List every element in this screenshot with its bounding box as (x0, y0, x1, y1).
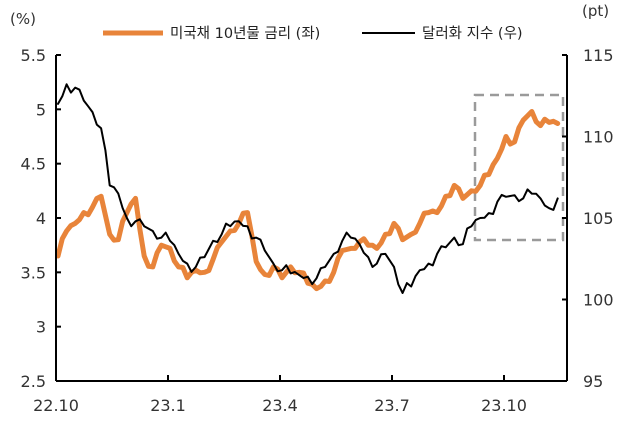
right-axis-ticks: 115 110 105 100 95 (562, 46, 614, 391)
x-tick-label: 23.4 (262, 396, 298, 415)
legend-label-us10y: 미국채 10년물 금리 (좌) (170, 25, 320, 42)
left-tick-label: 4.5 (21, 155, 46, 174)
x-tick-label: 23.7 (374, 396, 410, 415)
left-tick-label: 2.5 (21, 372, 46, 391)
right-tick-label: 115 (583, 46, 614, 65)
left-tick-label: 3.5 (21, 263, 46, 282)
dollar-index-line (57, 83, 559, 294)
legend: 미국채 10년물 금리 (좌) 달러화 지수 (우) (103, 25, 523, 42)
left-tick-label: 4 (36, 209, 46, 228)
x-tick-label: 23.1 (150, 396, 186, 415)
left-tick-label: 3 (36, 318, 46, 337)
left-axis-ticks: 5.5 5 4.5 4 3.5 3 2.5 (21, 46, 61, 391)
highlight-dashed-box (473, 93, 565, 242)
left-axis-unit: (%) (10, 10, 36, 28)
right-axis-unit: (pt) (582, 2, 609, 20)
x-tick-label: 22.10 (33, 396, 79, 415)
left-tick-label: 5.5 (21, 46, 46, 65)
series-layer (55, 83, 561, 294)
legend-label-dxy: 달러화 지수 (우) (422, 25, 523, 42)
axes: 5.5 5 4.5 4 3.5 3 2.5 115 110 105 100 95 22.10 23.1… (21, 46, 614, 415)
right-tick-label: 95 (583, 372, 603, 391)
right-tick-label: 100 (583, 291, 614, 310)
x-axis-ticks: 22.10 23.1 23.4 23.7 23.10 (33, 375, 527, 415)
x-tick-label: 23.10 (481, 396, 527, 415)
right-tick-label: 105 (583, 209, 614, 228)
left-tick-label: 5 (36, 100, 46, 119)
right-tick-label: 110 (583, 128, 614, 147)
us10y-yield-line (55, 109, 561, 292)
